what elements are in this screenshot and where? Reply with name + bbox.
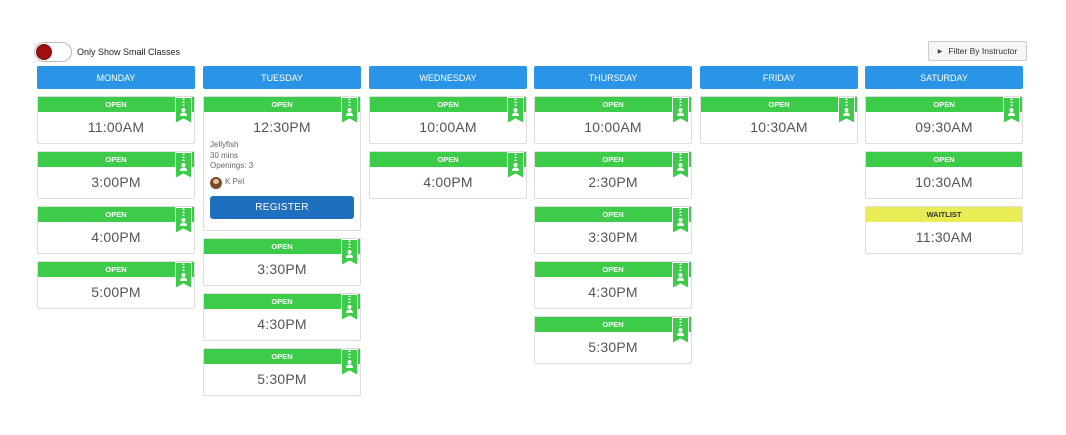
class-time: 3:00PM bbox=[91, 174, 141, 190]
class-time: 10:00AM bbox=[584, 119, 642, 135]
class-details: Jellyfish 30 mins Openings: 3 K Pel bbox=[204, 135, 360, 189]
class-card[interactable]: OPEN 10:30AM bbox=[865, 151, 1023, 199]
small-class-ribbon-icon bbox=[341, 294, 358, 320]
status-badge: WAITLIST bbox=[866, 207, 1022, 222]
status-badge: OPEN bbox=[535, 207, 691, 222]
class-card[interactable]: OPEN 5:30PM bbox=[534, 316, 692, 364]
class-card[interactable]: OPEN 10:00AM bbox=[534, 96, 692, 144]
status-badge: OPEN bbox=[866, 97, 1022, 112]
class-time: 4:30PM bbox=[588, 284, 638, 300]
instructor-row: K Pel bbox=[210, 176, 354, 189]
class-card[interactable]: OPEN 3:30PM bbox=[534, 206, 692, 254]
class-time: 11:00AM bbox=[87, 119, 145, 135]
status-badge: OPEN bbox=[38, 152, 194, 167]
class-time: 4:30PM bbox=[257, 316, 307, 332]
small-class-ribbon-icon bbox=[175, 207, 192, 233]
status-badge: OPEN bbox=[204, 294, 360, 309]
day-column-monday: MONDAY OPEN 11:00AM OPEN 3:00PM OPEN 4:00PM OPE… bbox=[37, 66, 195, 316]
class-time: 09:30AM bbox=[915, 119, 973, 135]
status-badge: OPEN bbox=[370, 152, 526, 167]
class-time: 10:30AM bbox=[750, 119, 808, 135]
status-badge: OPEN bbox=[370, 97, 526, 112]
small-class-ribbon-icon bbox=[341, 349, 358, 375]
day-header: FRIDAY bbox=[700, 66, 858, 89]
class-time: 12:30PM bbox=[253, 119, 311, 135]
status-badge: OPEN bbox=[38, 262, 194, 277]
day-header: SATURDAY bbox=[865, 66, 1023, 89]
class-time: 11:30AM bbox=[915, 229, 973, 245]
day-header: THURSDAY bbox=[534, 66, 692, 89]
class-card[interactable]: OPEN 4:30PM bbox=[534, 261, 692, 309]
day-column-friday: FRIDAY OPEN 10:30AM bbox=[700, 66, 858, 151]
status-badge: OPEN bbox=[866, 152, 1022, 167]
day-header: WEDNESDAY bbox=[369, 66, 527, 89]
status-badge: OPEN bbox=[535, 152, 691, 167]
class-card[interactable]: OPEN 3:30PM bbox=[203, 238, 361, 286]
status-badge: OPEN bbox=[38, 207, 194, 222]
class-card[interactable]: OPEN 5:00PM bbox=[37, 261, 195, 309]
small-class-ribbon-icon bbox=[1003, 97, 1020, 123]
class-time: 5:00PM bbox=[91, 284, 141, 300]
status-badge: OPEN bbox=[701, 97, 857, 112]
class-duration: 30 mins bbox=[210, 150, 239, 160]
small-class-ribbon-icon bbox=[341, 97, 358, 123]
class-card[interactable]: OPEN 4:00PM bbox=[37, 206, 195, 254]
class-card[interactable]: OPEN 09:30AM bbox=[865, 96, 1023, 144]
class-card[interactable]: WAITLIST 11:30AM bbox=[865, 206, 1023, 254]
status-badge: OPEN bbox=[204, 239, 360, 254]
caret-right-icon: ▶ bbox=[937, 48, 943, 55]
status-badge: OPEN bbox=[535, 97, 691, 112]
small-class-ribbon-icon bbox=[507, 97, 524, 123]
instructor-name: K Pel bbox=[225, 177, 245, 187]
day-header: TUESDAY bbox=[203, 66, 361, 89]
class-card[interactable]: OPEN 12:30PM Jellyfish 30 mins Openings: 3 K … bbox=[203, 96, 361, 231]
day-column-tuesday: TUESDAY OPEN 12:30PM Jellyfish 30 mins Openin… bbox=[203, 66, 361, 403]
avatar bbox=[210, 176, 222, 189]
small-classes-toggle-row: Only Show Small Classes bbox=[34, 41, 180, 63]
class-time: 5:30PM bbox=[257, 371, 307, 387]
toggle-knob bbox=[36, 44, 52, 60]
day-header: MONDAY bbox=[37, 66, 195, 89]
small-class-ribbon-icon bbox=[838, 97, 855, 123]
day-column-thursday: THURSDAY OPEN 10:00AM OPEN 2:30PM OPEN 3:30PM O… bbox=[534, 66, 692, 371]
class-time: 5:30PM bbox=[588, 339, 638, 355]
class-card[interactable]: OPEN 2:30PM bbox=[534, 151, 692, 199]
small-class-ribbon-icon bbox=[672, 317, 689, 343]
class-card[interactable]: OPEN 11:00AM bbox=[37, 96, 195, 144]
status-badge: OPEN bbox=[204, 349, 360, 364]
class-card[interactable]: OPEN 5:30PM bbox=[203, 348, 361, 396]
class-card[interactable]: OPEN 4:30PM bbox=[203, 293, 361, 341]
filter-by-instructor-button[interactable]: ▶ Filter By Instructor bbox=[928, 41, 1027, 61]
class-openings: Openings: 3 bbox=[210, 161, 254, 170]
class-time: 10:00AM bbox=[419, 119, 477, 135]
class-name: Jellyfish bbox=[210, 140, 239, 149]
class-time: 10:30AM bbox=[915, 174, 973, 190]
class-card[interactable]: OPEN 10:30AM bbox=[700, 96, 858, 144]
status-badge: OPEN bbox=[535, 262, 691, 277]
filter-by-instructor-label: Filter By Instructor bbox=[948, 46, 1018, 56]
class-time: 4:00PM bbox=[423, 174, 473, 190]
class-time: 2:30PM bbox=[588, 174, 638, 190]
small-class-ribbon-icon bbox=[175, 97, 192, 123]
status-badge: OPEN bbox=[535, 317, 691, 332]
class-card[interactable]: OPEN 3:00PM bbox=[37, 151, 195, 199]
small-classes-toggle-label: Only Show Small Classes bbox=[77, 47, 181, 57]
status-badge: OPEN bbox=[204, 97, 360, 112]
day-column-saturday: SATURDAY OPEN 09:30AM OPEN 10:30AM WAITLIST 11… bbox=[865, 66, 1023, 261]
class-time: 4:00PM bbox=[91, 229, 141, 245]
class-time: 3:30PM bbox=[588, 229, 638, 245]
class-card[interactable]: OPEN 4:00PM bbox=[369, 151, 527, 199]
class-time: 3:30PM bbox=[257, 261, 307, 277]
register-button[interactable]: REGISTER bbox=[210, 195, 354, 219]
small-class-ribbon-icon bbox=[672, 262, 689, 288]
status-badge: OPEN bbox=[38, 97, 194, 112]
class-card[interactable]: OPEN 10:00AM bbox=[369, 96, 527, 144]
small-classes-toggle[interactable] bbox=[34, 42, 72, 62]
day-column-wednesday: WEDNESDAY OPEN 10:00AM OPEN 4:00PM bbox=[369, 66, 527, 206]
